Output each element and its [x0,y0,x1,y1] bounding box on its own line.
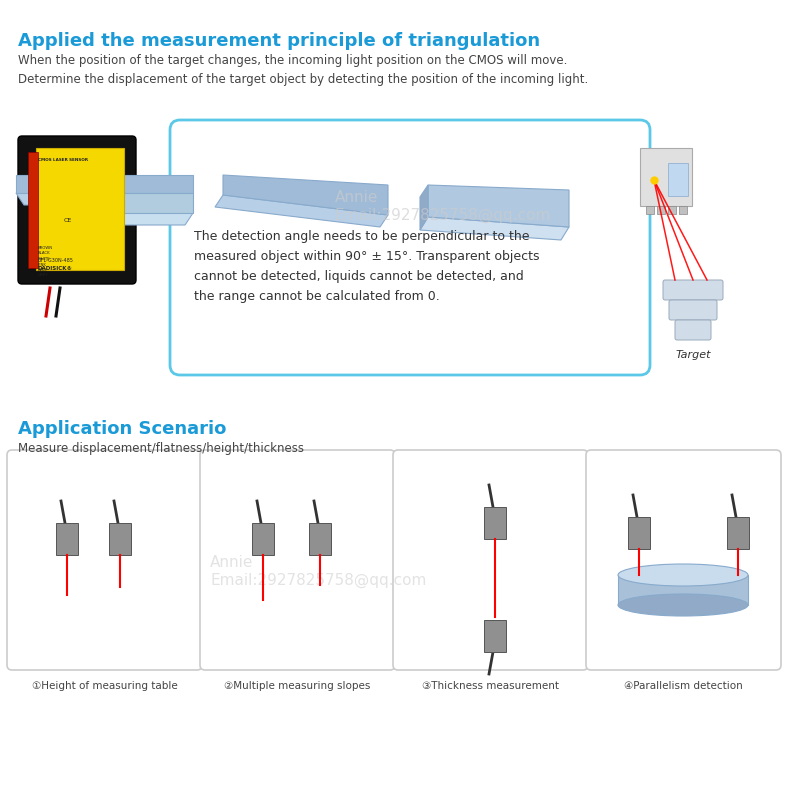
Polygon shape [54,213,193,225]
Ellipse shape [618,594,748,616]
FancyBboxPatch shape [586,450,781,670]
Polygon shape [215,195,388,227]
Ellipse shape [618,564,748,586]
Text: Annie
Email:2927825758@qq.com: Annie Email:2927825758@qq.com [335,190,551,222]
Text: ④Parallelism detection: ④Parallelism detection [624,681,743,691]
Text: When the position of the target changes, the incoming light position on the CMOS: When the position of the target changes,… [18,54,588,86]
Text: CMOS LASER SENSOR: CMOS LASER SENSOR [38,158,88,162]
Polygon shape [252,523,274,555]
Polygon shape [679,206,687,214]
FancyBboxPatch shape [7,450,202,670]
Text: Annie
Email:2927825758@qq.com: Annie Email:2927825758@qq.com [210,555,426,588]
Polygon shape [646,206,654,214]
FancyBboxPatch shape [393,450,588,670]
FancyBboxPatch shape [669,300,717,320]
Text: GFL-G30N-485: GFL-G30N-485 [38,258,74,263]
Polygon shape [16,193,193,205]
Text: DADISICK®: DADISICK® [38,266,73,271]
FancyBboxPatch shape [663,280,723,300]
Polygon shape [628,517,650,549]
FancyBboxPatch shape [675,320,711,340]
Polygon shape [223,175,388,215]
Polygon shape [56,523,78,555]
Polygon shape [657,206,665,214]
Polygon shape [109,523,131,555]
Polygon shape [420,217,569,240]
Text: ②Multiple measuring slopes: ②Multiple measuring slopes [224,681,370,691]
Text: Target: Target [675,350,710,360]
FancyBboxPatch shape [200,450,395,670]
Polygon shape [668,206,676,214]
Polygon shape [309,523,331,555]
Polygon shape [420,185,428,230]
Text: ①Height of measuring table: ①Height of measuring table [32,681,178,691]
Text: Application Scenario: Application Scenario [18,420,226,438]
Polygon shape [484,507,506,539]
Polygon shape [54,193,193,213]
Text: The detection angle needs to be perpendicular to the
measured object within 90° : The detection angle needs to be perpendi… [194,230,539,303]
FancyBboxPatch shape [18,136,136,284]
Text: BROWN
BLACK
WHITE
PINK
BLUE
GREY: BROWN BLACK WHITE PINK BLUE GREY [38,246,53,278]
Text: Applied the measurement principle of triangulation: Applied the measurement principle of tri… [18,32,540,50]
Polygon shape [668,163,688,196]
Polygon shape [28,152,38,268]
Text: Measure displacement/flatness/height/thickness: Measure displacement/flatness/height/thi… [18,442,304,455]
Text: CE: CE [64,218,72,223]
Polygon shape [428,185,569,227]
FancyBboxPatch shape [170,120,650,375]
Polygon shape [36,148,124,270]
Polygon shape [16,175,193,193]
Polygon shape [484,620,506,652]
Text: ③Thickness measurement: ③Thickness measurement [422,681,559,691]
Polygon shape [727,517,749,549]
Polygon shape [618,575,748,605]
Polygon shape [640,148,692,206]
